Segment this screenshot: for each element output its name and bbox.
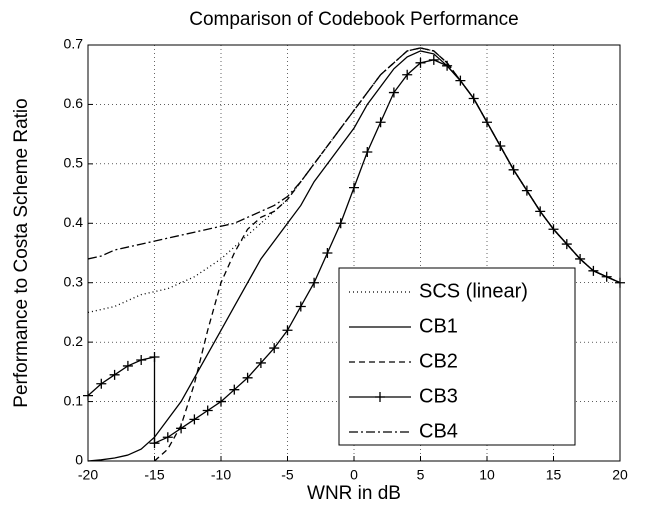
x-tick-label: -5 (281, 467, 294, 483)
marker (322, 248, 333, 258)
legend-marker (375, 392, 385, 402)
marker (242, 372, 253, 383)
marker (561, 239, 572, 250)
y-tick-label: 0.1 (64, 392, 84, 408)
x-tick-label: 15 (546, 467, 562, 483)
legend-label: CB2 (419, 350, 458, 372)
marker (269, 343, 280, 354)
marker (335, 218, 346, 229)
x-tick-label: -20 (78, 467, 98, 483)
x-tick-label: 10 (479, 467, 495, 483)
marker (83, 390, 93, 401)
marker (136, 354, 147, 365)
x-tick-label: 5 (417, 467, 425, 483)
marker (189, 414, 200, 425)
x-tick-label: 0 (350, 467, 358, 483)
marker (428, 54, 439, 65)
marker (402, 69, 413, 80)
chart-title: Comparison of Codebook Performance (189, 9, 519, 30)
marker (202, 405, 213, 416)
marker (122, 360, 133, 371)
series-line (87, 47, 621, 284)
y-tick-label: 0 (75, 452, 83, 468)
marker (375, 117, 386, 128)
marker (495, 141, 506, 152)
legend: SCS (linear) CB1 CB2 CB3 CB4 (338, 267, 576, 446)
marker (362, 146, 373, 157)
marker (176, 423, 187, 434)
legend-label: CB3 (419, 385, 458, 407)
x-axis-label: WNR in dB (307, 483, 401, 504)
marker (96, 378, 107, 389)
marker (349, 182, 359, 193)
y-tick-label: 0.7 (64, 36, 84, 52)
marker (149, 438, 160, 449)
marker (615, 277, 625, 288)
plot-frame (87, 44, 621, 462)
y-tick-label: 0.6 (64, 95, 84, 111)
marker (149, 352, 160, 362)
marker (415, 57, 426, 68)
marker (109, 369, 120, 380)
x-tick-label: 20 (612, 467, 628, 483)
marker (229, 384, 240, 395)
y-tick-label: 0.5 (64, 155, 84, 171)
series-line (154, 47, 621, 462)
y-tick-label: 0.4 (64, 214, 84, 230)
x-tick-label: -15 (144, 467, 164, 483)
marker (508, 164, 519, 175)
y-tick-label: 0.3 (64, 273, 84, 289)
legend-box (338, 267, 576, 446)
marker (309, 277, 320, 288)
y-axis-label: Performance to Costa Scheme Ratio (11, 98, 32, 407)
y-tick-label: 0.2 (64, 333, 84, 349)
x-tick-label: -10 (211, 467, 231, 483)
legend-label: CB1 (419, 315, 458, 337)
marker (216, 396, 226, 407)
legend-label: SCS (linear) (419, 280, 528, 302)
marker (388, 87, 399, 98)
marker (282, 325, 293, 336)
marker (255, 357, 266, 368)
marker (295, 301, 306, 312)
legend-label: CB4 (419, 420, 458, 442)
marker (162, 432, 173, 443)
